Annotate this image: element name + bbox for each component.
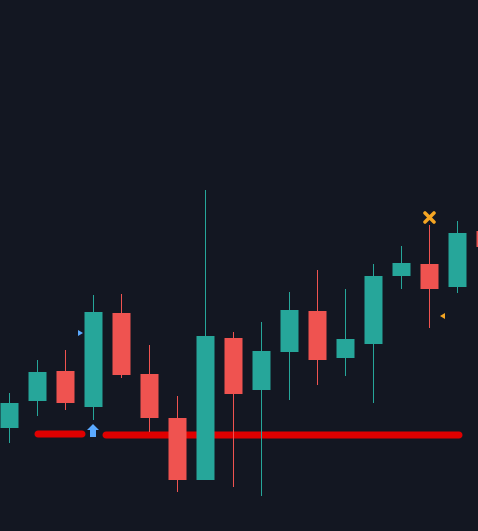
candle-body bbox=[196, 336, 215, 480]
candle-body bbox=[140, 374, 159, 418]
candle-body bbox=[420, 264, 439, 289]
candle-body bbox=[392, 263, 411, 276]
candle-body bbox=[280, 310, 299, 352]
candle-body bbox=[252, 351, 271, 390]
candle-body bbox=[0, 403, 19, 428]
candle-body bbox=[84, 312, 103, 407]
candle-body bbox=[336, 339, 355, 358]
marker bbox=[440, 313, 445, 319]
buy-arrow bbox=[87, 424, 99, 437]
candle-body bbox=[364, 276, 383, 344]
candle-body bbox=[308, 311, 327, 360]
candle-body bbox=[56, 371, 75, 403]
drawings bbox=[34, 211, 463, 439]
candle-body bbox=[112, 313, 131, 375]
candle-body bbox=[448, 233, 467, 287]
candle-body bbox=[476, 231, 478, 247]
marker bbox=[78, 330, 83, 336]
candle-body bbox=[224, 338, 243, 394]
cross-marker bbox=[423, 211, 436, 224]
candle-body bbox=[168, 418, 187, 480]
candles bbox=[0, 190, 478, 496]
candle-body bbox=[28, 372, 47, 401]
